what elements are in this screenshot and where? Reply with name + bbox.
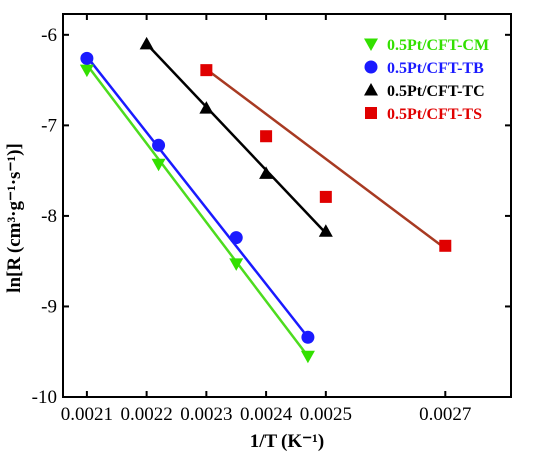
fit-line-series-1 (85, 55, 309, 339)
legend-label-series-0: 0.5Pt/CFT-CM (387, 37, 489, 54)
data-point-series-2 (259, 166, 274, 179)
x-tick-label: 0.0022 (121, 404, 173, 425)
legend-marker-series-3 (365, 107, 377, 119)
data-point-series-0 (229, 258, 244, 271)
legend-marker-series-2 (364, 83, 378, 96)
y-tick-label: -7 (41, 115, 57, 136)
x-axis-title: 1/T (K⁻¹) (250, 431, 324, 452)
y-tick-label: -9 (41, 296, 57, 317)
x-tick-label: 0.0023 (180, 404, 232, 425)
data-point-series-0 (79, 64, 94, 78)
x-tick-label: 0.0027 (419, 404, 471, 425)
x-tick-label: 0.0025 (300, 404, 352, 425)
y-tick-label: -6 (41, 25, 57, 46)
fit-line-series-3 (205, 68, 447, 250)
fit-line-series-0 (85, 63, 309, 358)
legend: 0.5Pt/CFT-CM 0.5Pt/CFT-TB 0.5Pt/CFT-TC 0.5P… (364, 37, 489, 123)
data-point-series-0 (151, 158, 166, 172)
data-point-series-1 (80, 51, 94, 65)
legend-label-series-1: 0.5Pt/CFT-TB (387, 60, 484, 77)
data-point-series-3 (200, 64, 213, 77)
data-points (79, 36, 452, 364)
y-tick-label: -10 (32, 387, 57, 408)
data-point-series-3 (260, 130, 273, 143)
data-point-series-2 (318, 224, 333, 237)
x-tick-label: 0.0024 (240, 404, 293, 425)
data-point-series-3 (439, 239, 452, 252)
legend-marker-series-0 (364, 38, 378, 51)
data-point-series-0 (300, 350, 315, 364)
y-tick-label: -8 (41, 206, 57, 227)
data-point-series-1 (152, 138, 166, 152)
legend-label-series-2: 0.5Pt/CFT-TC (387, 83, 485, 100)
data-point-series-1 (301, 330, 315, 344)
y-axis-title: ln[R (cm³·g⁻¹·s⁻¹)] (4, 143, 25, 293)
data-point-series-3 (319, 190, 332, 203)
plot-frame (62, 13, 512, 398)
axes: 0.0021 0.0022 0.0023 0.0024 0.0025 0.0027 -10 -… (32, 13, 512, 425)
legend-label-series-3: 0.5Pt/CFT-TS (387, 106, 482, 123)
x-tick-label: 0.0021 (61, 404, 113, 425)
data-point-series-1 (229, 231, 243, 245)
fit-lines (85, 43, 447, 358)
legend-marker-series-1 (364, 60, 378, 74)
fit-line-series-2 (145, 43, 327, 234)
data-point-series-2 (139, 36, 154, 50)
data-point-series-2 (199, 101, 214, 114)
